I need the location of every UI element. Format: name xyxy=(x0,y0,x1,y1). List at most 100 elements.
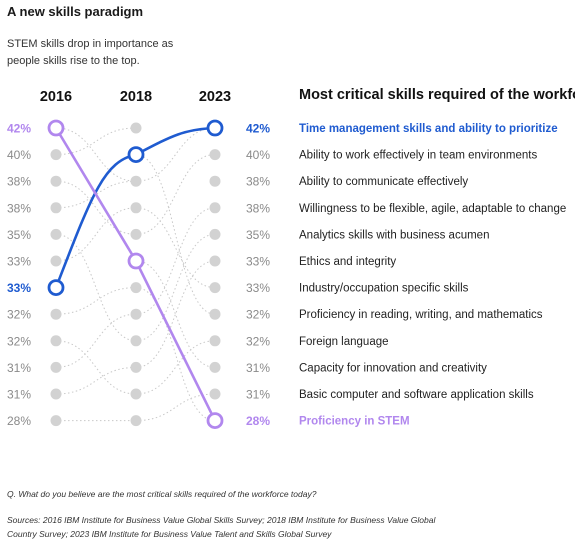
rank-dot xyxy=(50,361,62,373)
background-connector xyxy=(55,340,137,395)
left-percent-label: 32% xyxy=(7,308,31,322)
rank-dot xyxy=(209,388,221,400)
background-connector xyxy=(135,340,216,395)
right-percent-label: 33% xyxy=(246,255,270,269)
skill-label: Foreign language xyxy=(299,336,389,348)
skill-label: Basic computer and software application … xyxy=(299,389,534,401)
rank-dot xyxy=(50,175,62,187)
year-label: 2023 xyxy=(199,89,231,105)
survey-question: Q. What do you believe are the most crit… xyxy=(7,489,317,499)
background-connector xyxy=(55,313,137,368)
rank-dot xyxy=(130,122,142,134)
highlight-series-marker xyxy=(127,252,145,270)
rank-dot xyxy=(130,228,142,240)
left-percent-label: 28% xyxy=(7,414,31,428)
rank-dot xyxy=(50,388,62,400)
rank-dot xyxy=(209,175,221,187)
highlight-series-marker xyxy=(47,279,65,297)
left-percent-label: 31% xyxy=(7,388,31,402)
rank-dot xyxy=(50,335,62,347)
skill-label: Capacity for innovation and creativity xyxy=(299,362,487,374)
highlight-series-line xyxy=(54,126,217,422)
rank-dot xyxy=(50,202,62,214)
rank-dot xyxy=(209,308,221,320)
left-percent-label: 33% xyxy=(7,255,31,269)
highlight-series-marker xyxy=(206,412,224,430)
rank-dot xyxy=(50,308,62,320)
background-connector xyxy=(55,207,137,262)
background-connector xyxy=(135,233,216,342)
right-percent-label: 35% xyxy=(246,228,270,242)
rank-dot xyxy=(130,308,142,320)
background-connector xyxy=(135,287,216,422)
right-percent-label: 38% xyxy=(246,175,270,189)
rank-dot xyxy=(130,202,142,214)
year-label: 2016 xyxy=(40,89,72,105)
left-percent-label: 38% xyxy=(7,175,31,189)
rank-dot xyxy=(50,415,62,427)
right-percent-label: 40% xyxy=(246,148,270,162)
rank-dot xyxy=(50,228,62,240)
background-connector xyxy=(135,207,216,315)
right-percent-label: 32% xyxy=(246,334,270,348)
background-connector xyxy=(55,233,137,342)
background-connector xyxy=(135,260,216,368)
highlight-series-marker xyxy=(47,119,65,137)
page-title: A new skills paradigm xyxy=(7,4,144,19)
skill-label: Ability to communicate effectively xyxy=(299,176,468,188)
background-connector xyxy=(135,154,216,235)
chart-title: Most critical skills required of the wor… xyxy=(299,87,575,103)
left-percent-label: 40% xyxy=(7,148,31,162)
right-percent-label: 42% xyxy=(246,122,270,136)
skill-label: Proficiency in STEM xyxy=(299,416,410,428)
skill-label: Proficiency in reading, writing, and mat… xyxy=(299,309,543,321)
rank-dot xyxy=(130,175,142,187)
rank-dot xyxy=(50,255,62,267)
rank-dot xyxy=(130,361,142,373)
background-connector xyxy=(55,287,137,315)
slope-chart: 2016 2018 2023 Most critical skills require… xyxy=(7,87,575,430)
left-percent-label: 42% xyxy=(7,122,31,136)
rank-dot xyxy=(209,255,221,267)
skill-label: Time management skills and ability to pr… xyxy=(299,123,558,135)
skill-label: Ability to work effectively in team envi… xyxy=(299,150,537,162)
right-percent-label: 31% xyxy=(246,361,270,375)
left-percent-label: 38% xyxy=(7,201,31,215)
skill-label: Analytics skills with business acumen xyxy=(299,229,489,241)
rank-dot xyxy=(130,282,142,294)
rank-dot xyxy=(130,415,142,427)
rank-dot xyxy=(130,388,142,400)
background-connector xyxy=(135,260,216,368)
left-percent-label: 33% xyxy=(7,281,31,295)
rank-dot xyxy=(209,228,221,240)
background-connector xyxy=(55,366,137,395)
left-percent-label: 31% xyxy=(7,361,31,375)
background-connector xyxy=(135,154,216,315)
background-connector xyxy=(55,180,137,235)
page-subtitle: STEM skills drop in importance as people… xyxy=(7,38,174,67)
right-percent-label: 32% xyxy=(246,308,270,322)
background-connector xyxy=(55,127,137,156)
rank-dot xyxy=(50,149,62,161)
rank-dot xyxy=(209,335,221,347)
rank-dot xyxy=(209,202,221,214)
highlight-series-marker xyxy=(206,119,224,137)
right-percent-label: 31% xyxy=(246,388,270,402)
background-connector xyxy=(135,207,216,289)
year-label: 2018 xyxy=(120,89,152,105)
right-percent-label: 28% xyxy=(246,414,270,428)
background-connector xyxy=(55,127,137,182)
rank-dot xyxy=(209,361,221,373)
left-percent-label: 32% xyxy=(7,334,31,348)
skill-label: Willingness to be flexible, agile, adapt… xyxy=(299,203,566,215)
rank-dot xyxy=(130,335,142,347)
right-percent-label: 38% xyxy=(246,201,270,215)
rank-dot xyxy=(209,149,221,161)
right-percent-label: 33% xyxy=(246,281,270,295)
rank-dot xyxy=(209,282,221,294)
left-percent-label: 35% xyxy=(7,228,31,242)
skill-label: Industry/occupation specific skills xyxy=(299,283,469,295)
sources-note: Sources: 2016 IBM Institute for Business… xyxy=(7,515,436,539)
skill-label: Ethics and integrity xyxy=(299,256,396,268)
highlight-series-marker xyxy=(127,146,145,164)
